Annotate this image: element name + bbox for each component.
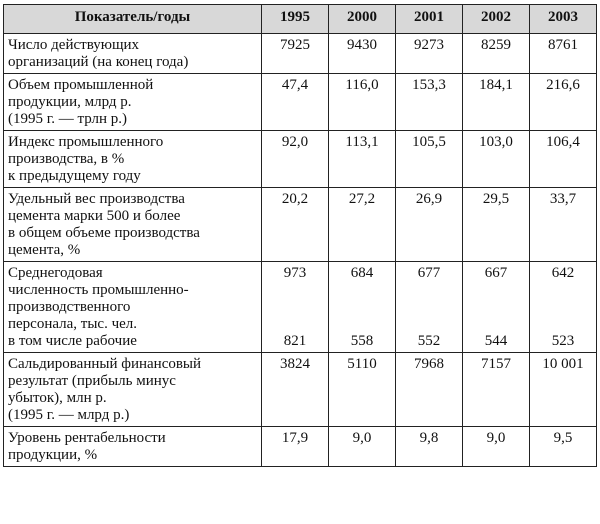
- cell-value: 7968: [395, 352, 463, 427]
- statistics-table: Показатель/годы 1995 2000 2001 2002 2003…: [3, 4, 597, 467]
- table-header-row: Показатель/годы 1995 2000 2001 2002 2003: [3, 4, 597, 34]
- cell-value: 9273: [395, 33, 463, 74]
- column-header-year: 2002: [462, 4, 530, 34]
- table-row: Среднегодовая численность промышленно- п…: [3, 261, 597, 353]
- cell-value: 27,2: [328, 187, 396, 262]
- cell-value: 7157: [462, 352, 530, 427]
- cell-value: 92,0: [261, 130, 329, 188]
- cell-value: 677 552: [395, 261, 463, 353]
- row-label: Уровень рентабельности продукции, %: [3, 426, 262, 467]
- cell-value: 10 001: [529, 352, 597, 427]
- cell-value: 667 544: [462, 261, 530, 353]
- cell-value: 216,6: [529, 73, 597, 131]
- cell-value: 116,0: [328, 73, 396, 131]
- table-row: Удельный вес производства цемента марки …: [3, 187, 597, 262]
- cell-value: 103,0: [462, 130, 530, 188]
- cell-value: 184,1: [462, 73, 530, 131]
- row-label: Объем промышленной продукции, млрд р. (1…: [3, 73, 262, 131]
- cell-value: 7925: [261, 33, 329, 74]
- table-row: Объем промышленной продукции, млрд р. (1…: [3, 73, 597, 131]
- column-header-year: 1995: [261, 4, 329, 34]
- cell-value: 29,5: [462, 187, 530, 262]
- cell-value: 9,5: [529, 426, 597, 467]
- cell-value: 5110: [328, 352, 396, 427]
- cell-value: 153,3: [395, 73, 463, 131]
- cell-value: 106,4: [529, 130, 597, 188]
- table-row: Индекс промышленного производства, в % к…: [3, 130, 597, 188]
- table-row: Число действующих организаций (на конец …: [3, 33, 597, 74]
- row-label: Сальдированный финансовый результат (при…: [3, 352, 262, 427]
- cell-value: 9,0: [462, 426, 530, 467]
- cell-value: 17,9: [261, 426, 329, 467]
- cell-value: 642 523: [529, 261, 597, 353]
- cell-value: 9,0: [328, 426, 396, 467]
- cell-value: 9430: [328, 33, 396, 74]
- column-header-year: 2000: [328, 4, 396, 34]
- cell-value: 9,8: [395, 426, 463, 467]
- cell-value: 26,9: [395, 187, 463, 262]
- cell-value: 3824: [261, 352, 329, 427]
- row-label: Индекс промышленного производства, в % к…: [3, 130, 262, 188]
- column-header-year: 2003: [529, 4, 597, 34]
- column-header-indicator: Показатель/годы: [3, 4, 262, 34]
- cell-value: 684 558: [328, 261, 396, 353]
- row-label: Число действующих организаций (на конец …: [3, 33, 262, 74]
- cell-value: 8259: [462, 33, 530, 74]
- cell-value: 973 821: [261, 261, 329, 353]
- cell-value: 8761: [529, 33, 597, 74]
- cell-value: 20,2: [261, 187, 329, 262]
- row-label: Среднегодовая численность промышленно- п…: [3, 261, 262, 353]
- cell-value: 113,1: [328, 130, 396, 188]
- cell-value: 105,5: [395, 130, 463, 188]
- cell-value: 33,7: [529, 187, 597, 262]
- table-row: Сальдированный финансовый результат (при…: [3, 352, 597, 427]
- column-header-year: 2001: [395, 4, 463, 34]
- table-row: Уровень рентабельности продукции, % 17,9…: [3, 426, 597, 467]
- row-label: Удельный вес производства цемента марки …: [3, 187, 262, 262]
- cell-value: 47,4: [261, 73, 329, 131]
